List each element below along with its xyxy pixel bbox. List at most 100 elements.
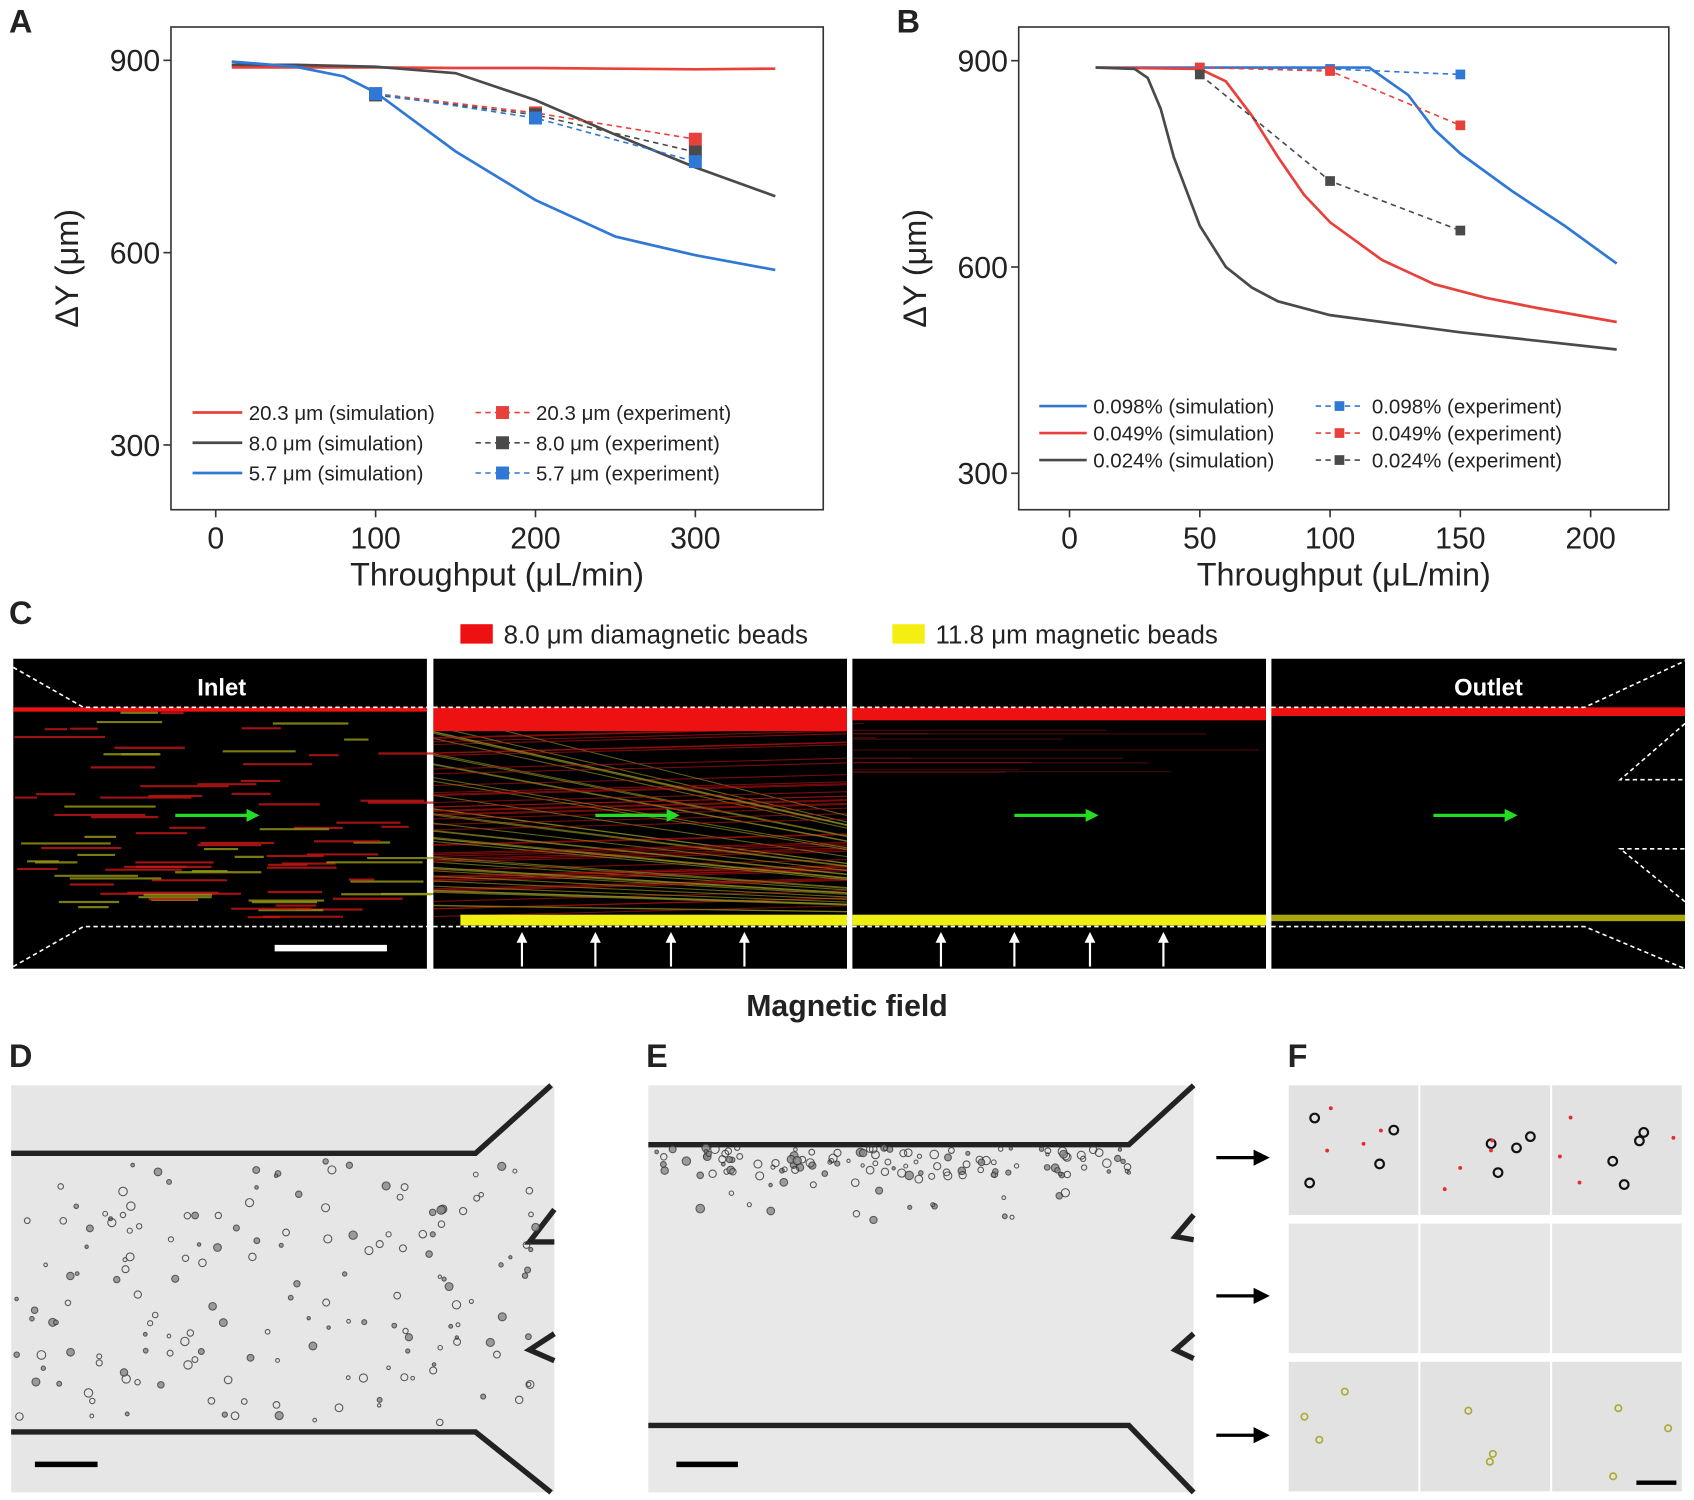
bead bbox=[287, 1294, 294, 1301]
bead bbox=[308, 1341, 318, 1351]
bead bbox=[40, 1365, 47, 1371]
plot-frame bbox=[1017, 26, 1670, 511]
bead bbox=[478, 1191, 484, 1198]
x-tick-label: 200 bbox=[1565, 523, 1615, 556]
streak bbox=[433, 890, 848, 906]
series-line bbox=[1095, 66, 1617, 351]
bead bbox=[1464, 1406, 1473, 1415]
bead bbox=[83, 1388, 94, 1398]
bead bbox=[696, 1171, 705, 1180]
tile bbox=[1420, 1361, 1551, 1492]
x-axis-label: Throughput (μL/min) bbox=[1197, 556, 1491, 592]
bead bbox=[197, 1348, 205, 1355]
panel-label: D bbox=[9, 1038, 32, 1074]
bead bbox=[846, 1158, 851, 1164]
legend-label: 5.7 μm (experiment) bbox=[536, 463, 720, 486]
bead bbox=[1102, 1158, 1112, 1169]
channel-wall bbox=[11, 1083, 553, 1495]
bead bbox=[929, 1149, 940, 1160]
streak bbox=[433, 880, 848, 900]
bead bbox=[514, 1395, 524, 1405]
bead bbox=[1671, 1135, 1676, 1140]
bead bbox=[943, 1171, 953, 1181]
y-tick-label: 600 bbox=[110, 237, 160, 270]
bead bbox=[183, 1211, 192, 1220]
tile bbox=[1552, 1361, 1682, 1492]
streak bbox=[433, 866, 848, 894]
bead bbox=[135, 1223, 143, 1230]
bead bbox=[1059, 1149, 1069, 1159]
bead bbox=[345, 1161, 354, 1169]
bead bbox=[705, 1150, 712, 1157]
streak bbox=[433, 875, 848, 898]
series-line bbox=[231, 63, 776, 198]
bead bbox=[346, 1318, 351, 1324]
bead bbox=[166, 1349, 174, 1357]
tile-grid bbox=[1288, 1085, 1682, 1492]
channel-edge bbox=[433, 706, 847, 928]
bead bbox=[791, 1165, 800, 1174]
bead bbox=[358, 1373, 369, 1383]
bead bbox=[119, 1211, 127, 1219]
bead bbox=[858, 1148, 868, 1158]
bead bbox=[119, 1368, 129, 1377]
bead bbox=[166, 1179, 173, 1185]
bead bbox=[84, 1244, 89, 1249]
bead bbox=[771, 1158, 780, 1168]
bead bbox=[230, 1411, 240, 1421]
bead bbox=[56, 1380, 63, 1387]
bead bbox=[472, 1171, 479, 1178]
bead bbox=[1489, 1148, 1493, 1153]
bead bbox=[897, 1168, 907, 1178]
bead bbox=[1063, 1170, 1072, 1179]
red-band bbox=[433, 707, 847, 732]
bead bbox=[755, 1171, 765, 1181]
tile bbox=[1420, 1223, 1551, 1354]
y-tick-label: 600 bbox=[957, 252, 1007, 285]
bead bbox=[947, 1147, 955, 1154]
streak bbox=[433, 732, 848, 827]
bead bbox=[497, 1312, 507, 1322]
bead bbox=[809, 1181, 817, 1189]
bead bbox=[214, 1211, 223, 1220]
bead bbox=[1490, 1138, 1495, 1143]
bead bbox=[207, 1397, 216, 1405]
bead bbox=[746, 1202, 752, 1208]
bead bbox=[1124, 1168, 1130, 1174]
legend-label: 11.8 μm magnetic beads bbox=[936, 622, 1218, 650]
streak bbox=[433, 784, 848, 797]
bead bbox=[850, 1178, 860, 1188]
bead bbox=[107, 1217, 117, 1228]
bead bbox=[792, 1156, 802, 1166]
microscopy-strip bbox=[12, 658, 1686, 970]
streak bbox=[433, 742, 848, 754]
streak bbox=[433, 800, 848, 812]
legend-label: 0.098% (simulation) bbox=[1093, 396, 1274, 419]
bead bbox=[1044, 1147, 1052, 1155]
bead bbox=[252, 1166, 261, 1174]
bead bbox=[1005, 1169, 1012, 1176]
streak bbox=[433, 889, 848, 905]
bead bbox=[724, 1147, 733, 1155]
bead bbox=[376, 1396, 383, 1403]
streak bbox=[433, 877, 848, 890]
bead bbox=[1038, 1146, 1045, 1152]
bead bbox=[710, 1144, 720, 1155]
bead bbox=[1340, 1387, 1349, 1396]
bead bbox=[660, 1166, 669, 1175]
streak bbox=[433, 762, 848, 775]
y-axis-label: ΔY (μm) bbox=[897, 209, 933, 328]
legend-label: 8.0 μm diamagnetic beads bbox=[504, 622, 808, 650]
tile bbox=[1288, 1361, 1419, 1492]
yellow-band bbox=[460, 914, 847, 926]
bead bbox=[451, 1300, 462, 1310]
bead bbox=[124, 1411, 130, 1417]
channel-edge bbox=[12, 666, 427, 968]
data-marker bbox=[1325, 66, 1335, 76]
bead bbox=[253, 1237, 261, 1245]
streak bbox=[433, 891, 848, 906]
bead bbox=[293, 1280, 301, 1288]
bead bbox=[1120, 1158, 1126, 1165]
y-axis-label: ΔY (μm) bbox=[49, 209, 85, 328]
